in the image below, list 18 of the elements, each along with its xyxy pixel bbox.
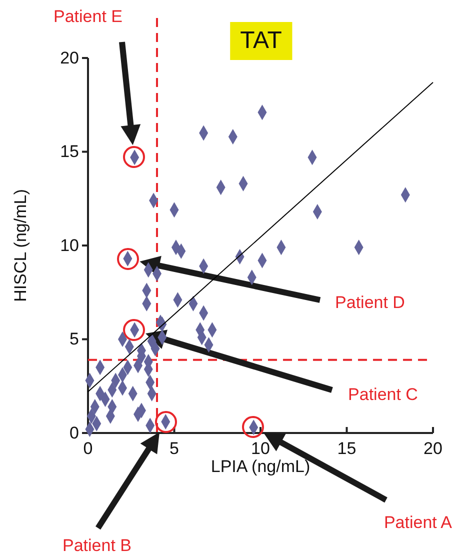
- y-tick-label: 0: [70, 423, 79, 442]
- x-tick-label: 10: [251, 439, 270, 458]
- y-tick-label: 10: [60, 236, 79, 255]
- chart-title: TAT: [240, 27, 282, 54]
- y-axis-title: HISCL (ng/mL): [11, 189, 30, 302]
- x-tick-label: 0: [83, 439, 93, 458]
- x-tick-label: 20: [424, 439, 442, 458]
- x-tick-label: 5: [170, 439, 179, 458]
- text: Patient B: [62, 536, 132, 555]
- y-tick-label: 20: [60, 48, 79, 68]
- text: Patient E: [54, 7, 122, 26]
- annotation: Patient D: [335, 293, 405, 312]
- x-tick-label: 15: [337, 439, 356, 458]
- x-axis-title: LPIA (ng/mL): [210, 457, 310, 476]
- y-tick-label: 15: [60, 142, 79, 162]
- y-tick-label: 5: [70, 330, 79, 349]
- text: Patient A: [384, 513, 453, 532]
- annotation: Patient C: [348, 385, 418, 404]
